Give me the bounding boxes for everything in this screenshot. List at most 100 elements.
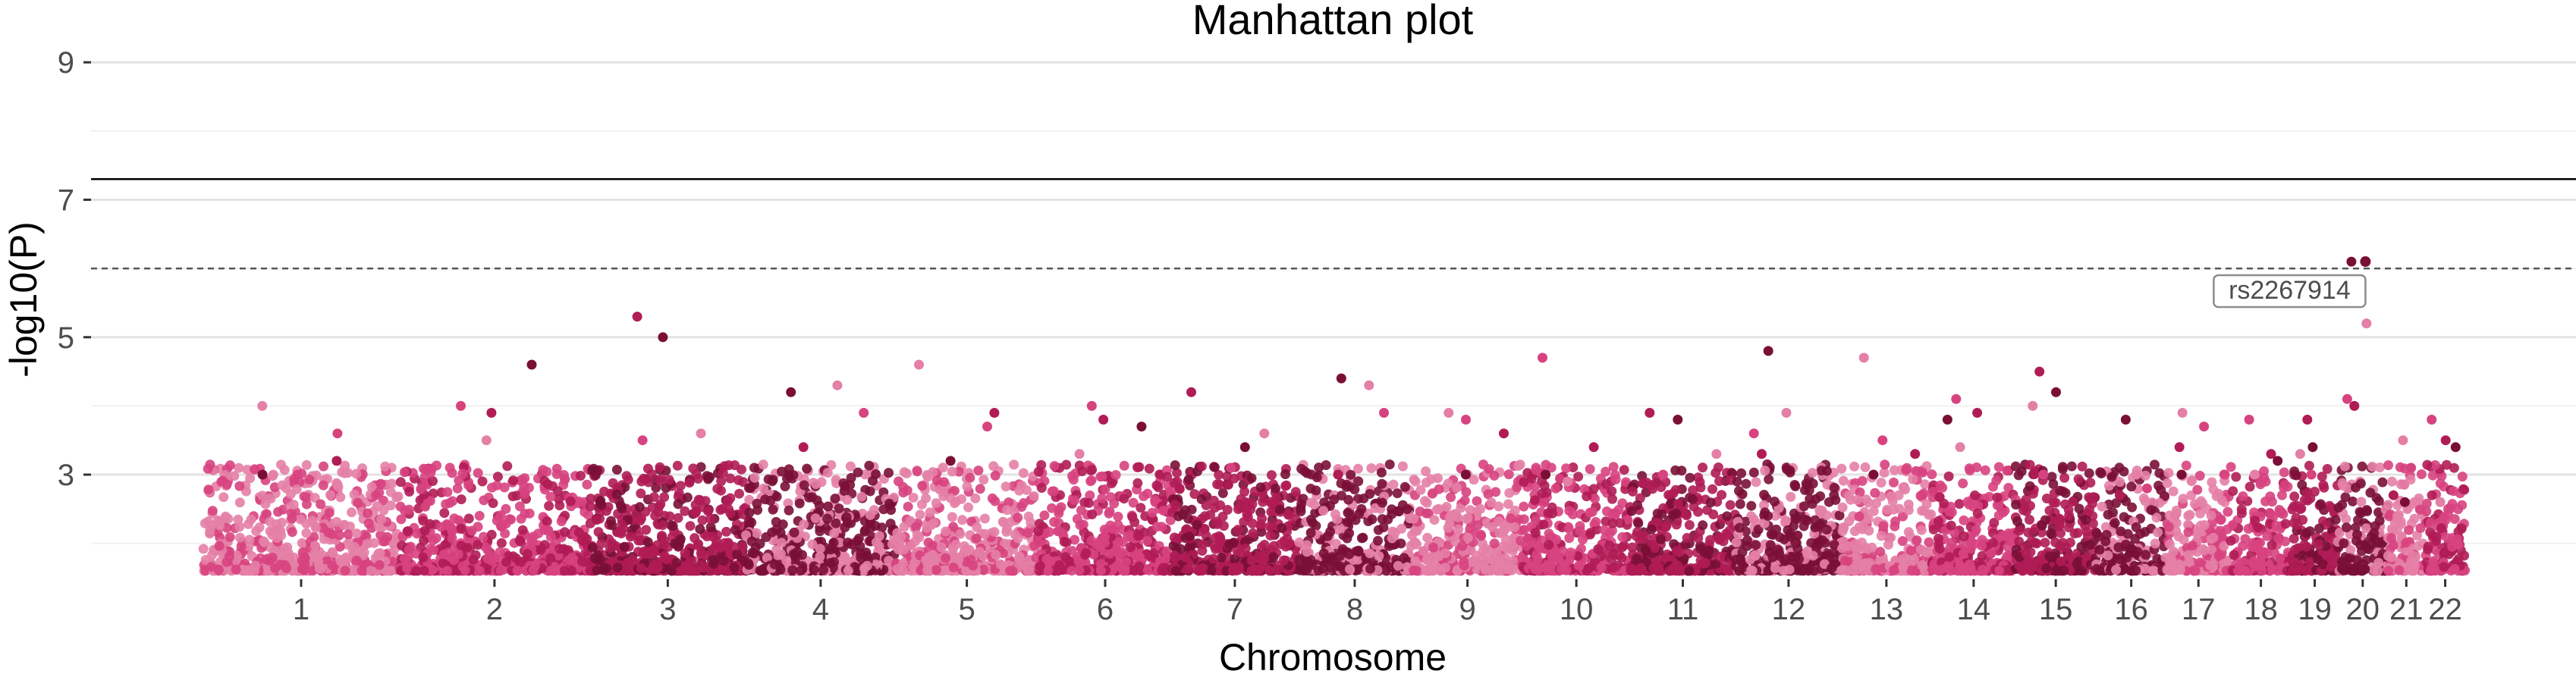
snp-point	[1259, 540, 1270, 550]
snp-point-peak	[832, 380, 843, 390]
snp-point	[796, 566, 806, 576]
snp-point-peak	[786, 387, 796, 397]
snp-point	[1409, 513, 1418, 524]
snp-point	[1459, 560, 1469, 571]
snp-point	[749, 472, 760, 483]
snp-point	[310, 522, 321, 533]
snp-point	[213, 565, 224, 575]
snp-point	[611, 465, 622, 475]
snp-point	[1641, 545, 1651, 555]
snp-point	[666, 566, 677, 576]
snp-point	[1142, 535, 1153, 546]
snp-point	[1789, 480, 1800, 490]
snp-point	[1026, 517, 1036, 528]
snp-point	[921, 493, 931, 503]
snp-point-peak	[1460, 469, 1471, 480]
snp-point	[1087, 465, 1098, 475]
snp-point	[1170, 500, 1180, 510]
snp-point	[436, 522, 447, 532]
snp-point	[404, 504, 414, 515]
snp-point	[511, 553, 521, 563]
snp-point	[693, 539, 703, 549]
snp-point	[1537, 488, 1547, 499]
snp-point	[915, 509, 925, 520]
snp-point	[1676, 466, 1687, 476]
snp-point	[1582, 491, 1592, 502]
snp-point	[520, 509, 530, 519]
snp-point	[767, 476, 778, 487]
snp-point	[781, 556, 792, 566]
snp-point	[1766, 529, 1776, 540]
snp-point	[374, 487, 385, 498]
snp-point	[830, 494, 840, 504]
snp-point	[545, 531, 556, 542]
snp-point	[445, 462, 455, 473]
snp-point	[1519, 501, 1529, 512]
snp-point	[963, 502, 973, 513]
snp-point	[834, 503, 844, 514]
snp-point	[473, 540, 483, 550]
snp-point	[592, 555, 603, 566]
snp-point	[482, 544, 493, 555]
snp-point	[245, 473, 256, 484]
snp-point	[1214, 531, 1224, 541]
snp-point	[1374, 550, 1384, 561]
snp-point	[1083, 498, 1094, 508]
snp-point	[442, 487, 453, 497]
snp-point	[275, 525, 286, 536]
snp-point	[353, 497, 363, 508]
snp-point	[1529, 495, 1540, 506]
snp-point	[1302, 547, 1312, 557]
snp-point	[1246, 555, 1257, 566]
snp-point	[316, 499, 326, 509]
snp-point-peak	[1541, 469, 1551, 480]
snp-point	[809, 564, 819, 575]
snp-point	[1367, 514, 1378, 525]
snp-point	[1646, 524, 1657, 534]
snp-point	[545, 491, 556, 502]
snp-point	[1459, 495, 1470, 506]
snp-point	[1638, 478, 1648, 489]
snp-point	[333, 481, 344, 492]
snp-point-peak	[859, 408, 869, 418]
snp-point	[936, 542, 947, 553]
snp-point	[1461, 487, 1472, 497]
snp-point	[1633, 518, 1644, 528]
snp-point	[1440, 548, 1450, 559]
snp-point	[456, 494, 467, 505]
snp-point	[1099, 525, 1110, 534]
snp-point	[522, 549, 532, 560]
snp-point	[318, 522, 328, 533]
snp-point	[418, 552, 429, 563]
snp-point	[1480, 565, 1491, 575]
snp-point	[1596, 563, 1607, 573]
snp-point	[564, 555, 574, 566]
snp-point	[1209, 462, 1220, 472]
snp-point	[1684, 520, 1695, 530]
snp-point	[215, 520, 225, 531]
snp-point	[1074, 566, 1085, 575]
snp-point	[734, 488, 744, 499]
snp-point	[1033, 538, 1044, 547]
snp-point	[1305, 528, 1316, 538]
snp-point	[1578, 534, 1588, 545]
snp-point	[261, 554, 272, 565]
snp-point	[921, 555, 931, 566]
snp-point	[908, 492, 919, 503]
snp-point-peak	[637, 435, 648, 446]
snp-point	[1059, 537, 1070, 547]
snp-point	[550, 566, 561, 576]
snp-point	[250, 464, 260, 475]
snp-point	[442, 566, 453, 576]
snp-point	[1303, 560, 1314, 570]
snp-point	[1673, 499, 1683, 509]
snp-point	[1344, 549, 1355, 560]
snp-point	[269, 482, 280, 493]
snp-point	[794, 498, 805, 509]
snp-point	[1343, 494, 1354, 505]
snp-point	[625, 531, 636, 542]
snp-point	[1345, 564, 1355, 575]
snp-point	[1019, 498, 1029, 508]
snp-point	[460, 565, 470, 575]
snp-point	[1136, 503, 1146, 513]
